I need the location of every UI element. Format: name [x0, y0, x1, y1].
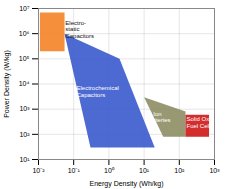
svg-text:10³: 10³ [209, 167, 220, 174]
svg-text:Li IonBatteries: Li IonBatteries [147, 111, 171, 124]
svg-text:Solid OxideFuel Cells: Solid OxideFuel Cells [186, 116, 217, 129]
svg-text:10³: 10³ [19, 105, 30, 112]
svg-text:10⁷: 10⁷ [19, 5, 30, 12]
svg-text:Energy Density (Wh/kg): Energy Density (Wh/kg) [90, 180, 164, 188]
svg-text:Electro-staticCapacitors: Electro-staticCapacitors [65, 20, 94, 40]
svg-text:10¹: 10¹ [19, 156, 30, 163]
svg-text:10⁰: 10⁰ [104, 167, 115, 174]
svg-text:10⁴: 10⁴ [19, 80, 30, 87]
svg-text:ElectrochemicalCapacitors: ElectrochemicalCapacitors [76, 85, 118, 98]
svg-text:10¹: 10¹ [139, 167, 150, 174]
svg-text:10⁻¹: 10⁻¹ [68, 167, 81, 174]
svg-text:10⁶: 10⁶ [19, 30, 30, 37]
svg-text:Power Density (W/kg): Power Density (W/kg) [3, 50, 11, 118]
svg-text:10⁵: 10⁵ [19, 55, 30, 62]
svg-text:10⁻²: 10⁻² [32, 167, 45, 174]
svg-text:10²: 10² [19, 131, 30, 138]
svg-text:10²: 10² [174, 167, 185, 174]
